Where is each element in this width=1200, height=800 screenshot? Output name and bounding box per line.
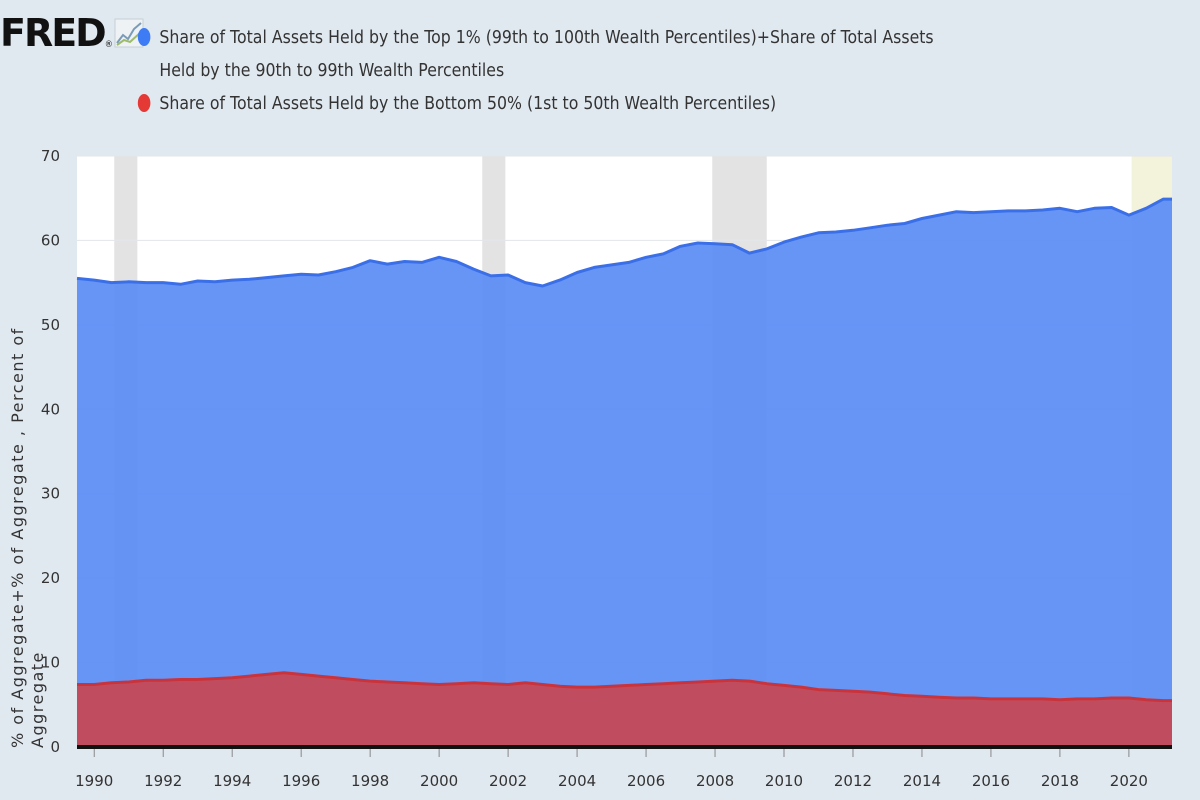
fred-logo[interactable]: FRED ® [0, 14, 144, 52]
series-areas [76, 197, 1172, 748]
x-tick-label-2020: 2020 [1110, 772, 1148, 790]
y-tick-label-20: 20 [41, 569, 60, 587]
series-area-0 [77, 199, 1172, 748]
x-tick-label-1996: 1996 [282, 772, 320, 790]
legend-item-bottom-50-percent[interactable]: Share of Total Assets Held by the Bottom… [136, 88, 946, 121]
x-tick-label-2018: 2018 [1041, 772, 1079, 790]
series-area-1 [77, 672, 1172, 747]
legend-marker-blue [137, 28, 151, 46]
fred-logo-text: FRED [0, 11, 107, 55]
x-tick-label-2006: 2006 [627, 772, 665, 790]
x-tick-label-2016: 2016 [972, 772, 1010, 790]
legend-label-top-10-percent: Share of Total Assets Held by the Top 1%… [159, 28, 934, 81]
series-line-1 [77, 671, 1172, 703]
y-axis-ticks: 0 10 20 30 40 50 60 70 [41, 147, 60, 756]
x-tick-label-1994: 1994 [213, 772, 251, 790]
x-axis-ticks: 1990 1992 1994 1996 1998 2000 2002 2004 2006 2008… [75, 749, 1148, 790]
x-tick-label-2014: 2014 [903, 772, 941, 790]
series-line-0 [76, 197, 1172, 288]
y-tick-label-30: 30 [41, 485, 60, 503]
y-tick-label-70: 70 [41, 147, 60, 165]
x-tick-label-2012: 2012 [834, 772, 872, 790]
x-tick-label-2000: 2000 [420, 772, 458, 790]
y-tick-label-0: 0 [50, 738, 60, 756]
x-tick-label-1990: 1990 [75, 772, 113, 790]
x-tick-label-1992: 1992 [144, 772, 182, 790]
x-tick-label-2002: 2002 [489, 772, 527, 790]
x-axis-baseline [77, 745, 1172, 749]
x-tick-label-2004: 2004 [558, 772, 596, 790]
chart-legend: Share of Total Assets Held by the Top 1%… [136, 22, 946, 121]
x-tick-label-1998: 1998 [351, 772, 389, 790]
x-tick-label-2008: 2008 [696, 772, 734, 790]
y-tick-label-40: 40 [41, 400, 60, 418]
legend-label-bottom-50-percent: Share of Total Assets Held by the Bottom… [159, 94, 777, 114]
fred-logo-registered-mark: ® [104, 40, 113, 50]
x-tick-label-2010: 2010 [765, 772, 803, 790]
legend-marker-red [137, 94, 151, 112]
y-tick-label-10: 10 [41, 654, 60, 672]
y-tick-label-50: 50 [41, 316, 60, 334]
legend-item-top-10-percent[interactable]: Share of Total Assets Held by the Top 1%… [136, 22, 946, 88]
y-tick-label-60: 60 [41, 231, 60, 249]
